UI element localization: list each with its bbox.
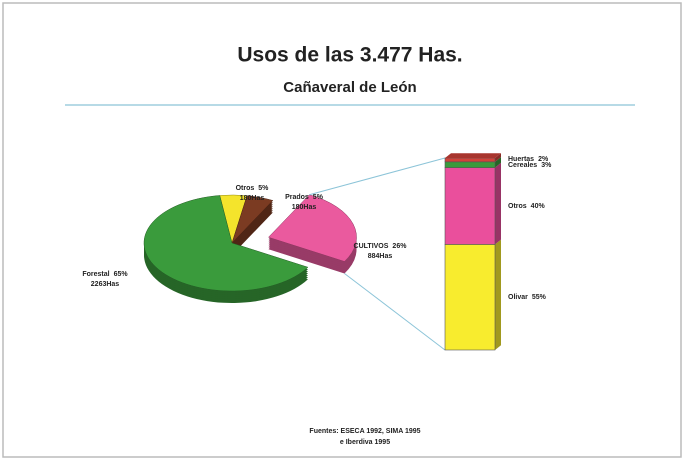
bar-label-part: 3% (541, 162, 552, 169)
bar-label-part: 55% (532, 294, 547, 301)
bar-label-part: 2% (538, 156, 549, 163)
bar-side (495, 153, 501, 162)
source-line: e Iberdiva 1995 (340, 439, 390, 446)
bar-segment (444, 244, 496, 351)
pie-slice (143, 195, 309, 292)
bar-segment (444, 167, 496, 245)
bar-segment (444, 161, 496, 168)
source-line: Fuentes: ESECA 1992, SIMA 1995 (309, 428, 420, 435)
bar-label: Olivar 55% (508, 294, 547, 301)
bar-segment (444, 157, 496, 163)
bar-label-part: Olivar (508, 294, 528, 301)
bar-label: Otros 40% (508, 203, 545, 210)
chart-title: Usos de las 3.477 Has. (237, 44, 462, 67)
pie-label: Otros 5% (236, 185, 270, 192)
pie-label: CULTIVOS 26% (354, 243, 408, 250)
bar-label-part: Otros (508, 203, 527, 210)
pie-category: Otros (236, 185, 255, 192)
pie-label: Forestal 65% (82, 271, 128, 278)
bar-side (495, 157, 501, 168)
pie-value-label: 5% (258, 185, 269, 192)
pie-slice (231, 195, 274, 244)
chart-subtitle: Cañaveral de León (283, 79, 416, 96)
pie-category: CULTIVOS (354, 243, 389, 250)
pie-category: Forestal (82, 271, 109, 278)
pie-category: Prados (285, 194, 309, 201)
pie-value-label: 65% (114, 271, 129, 278)
bar-side (495, 162, 501, 245)
pie-slice (268, 194, 357, 262)
pie-hectares: 2263Has (91, 281, 120, 288)
pie-hectares: 180Has (240, 195, 265, 202)
bar-label: Huertas 2% (508, 156, 549, 163)
bar-label-part: 40% (531, 203, 546, 210)
pie-label: Prados 5% (285, 194, 324, 201)
bar-top (445, 153, 501, 158)
bar-label-part: Huertas (508, 156, 534, 163)
connector (344, 273, 446, 351)
pie-value-label: 26% (392, 243, 407, 250)
bar-side (495, 239, 501, 350)
pie-value-label: 5% (313, 194, 324, 201)
bar-label: Cereales 3% (508, 162, 552, 169)
connector (309, 157, 446, 196)
pie-hectares: 884Has (368, 253, 393, 260)
bar-label-part: Cereales (508, 162, 537, 169)
pie-hectares: 180Has (292, 204, 317, 211)
